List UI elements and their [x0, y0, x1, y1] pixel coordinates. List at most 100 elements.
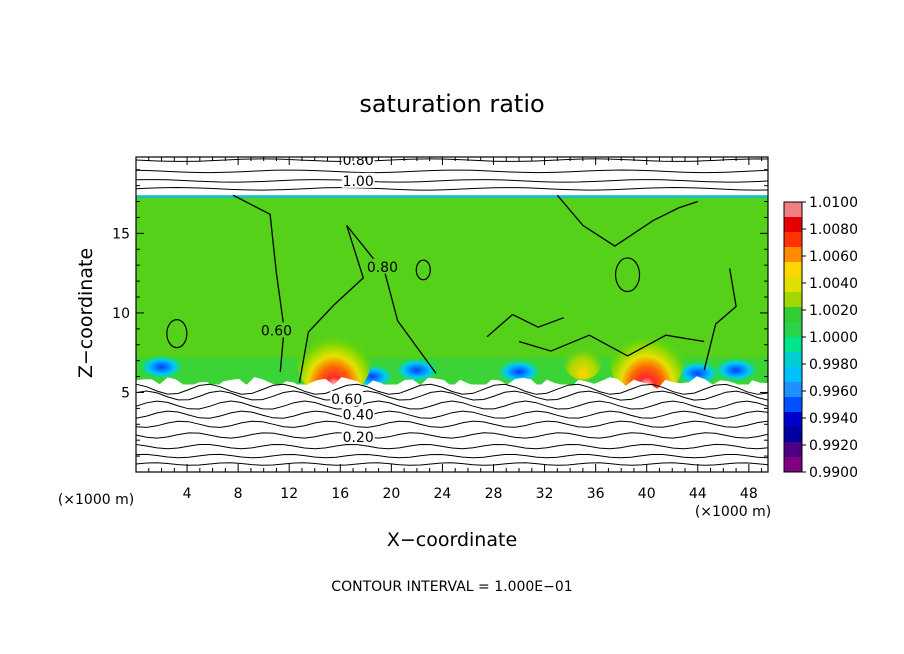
contour-label: 0.20	[343, 430, 374, 446]
contour-line-1-00	[232, 194, 285, 372]
high-ratio-plume	[562, 335, 603, 380]
colorbar-segment	[784, 412, 802, 428]
colorbar-tick-label: 1.0100	[809, 195, 858, 211]
contour-line	[136, 400, 768, 410]
contour-line	[136, 390, 768, 401]
contour-line-1-00	[486, 313, 564, 338]
colorbar-segment	[784, 307, 802, 323]
colorbar-segment	[784, 382, 802, 398]
z-unit-label: (×1000 m)	[58, 492, 134, 508]
contour-label: 0.80	[367, 260, 398, 276]
contour-label: 1.00	[343, 174, 374, 190]
top-fringe	[136, 194, 768, 199]
x-tick-label: 16	[331, 486, 349, 502]
colorbar-tick-label: 1.0040	[809, 276, 858, 292]
colorbar-segment	[784, 247, 802, 263]
colorbar-tick-label: 1.0000	[809, 330, 858, 346]
contour-label-bg	[260, 322, 293, 338]
low-ratio-patch	[497, 359, 542, 384]
low-ratio-patch	[675, 361, 720, 386]
low-ratio-patch	[714, 358, 759, 383]
contour-label-bg	[366, 258, 399, 274]
x-tick-label: 28	[485, 486, 503, 502]
x-tick-label: 48	[740, 486, 758, 502]
contour-label-bg	[341, 406, 375, 422]
x-tick-label: 8	[234, 486, 243, 502]
colorbar-segment	[784, 262, 802, 278]
contour-line	[136, 453, 768, 459]
colorbar-tick-label: 1.0020	[809, 303, 858, 319]
y-axis-label: Z−coordinate	[75, 248, 97, 378]
colorbar-tick-label: 1.0080	[809, 222, 858, 238]
colorbar-segment	[784, 397, 802, 413]
chart-title: saturation ratio	[359, 90, 544, 118]
contour-line	[136, 420, 768, 428]
contour-line	[136, 443, 768, 450]
x-tick-label: 20	[382, 486, 400, 502]
x-tick-label: 24	[434, 486, 452, 502]
colorbar: 1.0100 1.0080 1.0060 1.0040 1.0020 1.0000 0.99…	[783, 195, 858, 481]
colorbar-segment	[784, 337, 802, 353]
x-unit-label: (×1000 m)	[695, 504, 771, 520]
contour-label-bg	[341, 157, 375, 168]
colorbar-segment	[784, 217, 802, 233]
colorbar-segment	[784, 202, 802, 218]
colorbar-tick-label: 1.0060	[809, 249, 858, 265]
contour-interval-note: CONTOUR INTERVAL = 1.000E−01	[331, 579, 572, 595]
low-ratio-patch	[139, 355, 184, 379]
contour-line	[136, 158, 768, 163]
colorbar-segment	[784, 457, 802, 473]
plot-frame	[135, 156, 769, 473]
x-tick-label: 36	[587, 486, 605, 502]
contour-loop	[614, 257, 641, 293]
contour-label: 0.60	[331, 392, 362, 408]
contour-label-bg	[341, 172, 375, 188]
x-tick-label: 40	[638, 486, 656, 502]
x-tick-label: 4	[183, 486, 192, 502]
contour-label-bg	[341, 429, 375, 444]
contour-line-1-00	[298, 224, 437, 384]
colorbar-segment	[784, 232, 802, 248]
high-ratio-plume	[295, 311, 372, 400]
colorbar-segment	[784, 352, 802, 368]
colorbar-tick-label: 0.9940	[809, 411, 858, 427]
contour-line	[136, 179, 768, 183]
colorbar-segment	[784, 427, 802, 443]
colorbar-tick-label: 0.9980	[809, 357, 858, 373]
contour-label-bg	[330, 390, 364, 406]
contour-loop	[166, 318, 188, 349]
contour-line-1-00	[518, 334, 705, 357]
colorbar-segment	[784, 367, 802, 383]
x-axis-label: X−coordinate	[387, 529, 517, 551]
contour-loop	[415, 259, 431, 281]
low-ratio-patch	[394, 358, 439, 383]
contour-line	[136, 410, 768, 419]
contour-label: 0.60	[261, 323, 292, 339]
y-tick-label: 5	[121, 385, 130, 401]
plot-area: 0.200.400.600.801.000.600.804 8 12 16 20 24 28…	[112, 153, 769, 502]
contour-label: 0.80	[343, 153, 374, 169]
contour-line	[136, 383, 768, 395]
contour-label: 0.40	[343, 408, 374, 424]
colorbar-tick-label: 0.9960	[809, 384, 858, 400]
contour-line	[136, 186, 768, 191]
high-ratio-plume	[608, 311, 685, 400]
above-cloud-region	[136, 157, 768, 196]
contour-line	[136, 432, 768, 439]
colorbar-segment	[784, 277, 802, 293]
contour-line-1-00	[556, 194, 699, 247]
x-tick-label: 32	[536, 486, 554, 502]
colorbar-segment	[784, 442, 802, 458]
y-tick-label: 10	[112, 306, 130, 322]
contour-line	[136, 169, 768, 174]
x-tick-label: 44	[689, 486, 707, 502]
below-cloud-region	[136, 376, 768, 472]
colorbar-segment	[784, 322, 802, 338]
colorbar-tick-label: 0.9900	[809, 465, 858, 481]
field-group: 0.200.400.600.801.000.600.80	[136, 153, 768, 472]
contour-line-1-00	[703, 268, 737, 371]
colorbar-segment	[784, 292, 802, 308]
contour-line	[136, 462, 768, 466]
x-tick-label: 12	[280, 486, 298, 502]
